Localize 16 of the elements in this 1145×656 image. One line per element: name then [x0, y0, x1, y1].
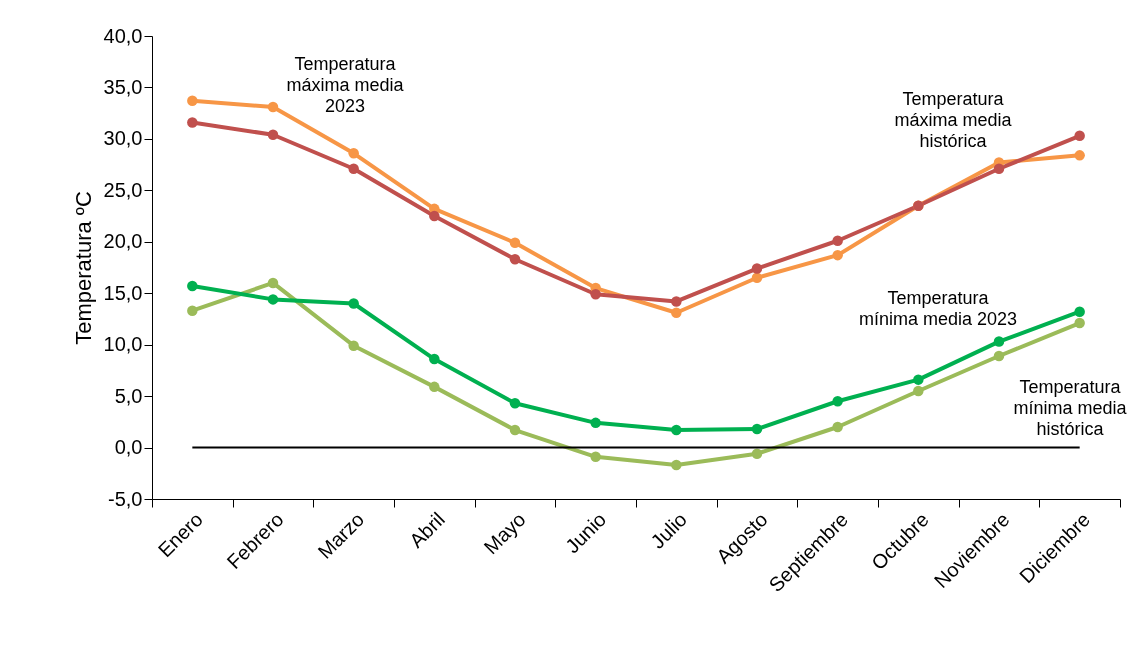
annotation: Temperatura máxima media 2023 — [286, 54, 405, 116]
y-tick-label: 35,0 — [103, 75, 143, 98]
y-tick-label: -5,0 — [108, 487, 143, 510]
y-tick-label: 5,0 — [114, 384, 143, 407]
y-tick-label: 15,0 — [103, 281, 143, 304]
y-tick-label: 0,0 — [114, 436, 143, 459]
y-tick-label: 10,0 — [103, 333, 143, 356]
annotation: Temperatura máxima media histórica — [894, 89, 1013, 151]
annotation: Temperatura mínima media histórica — [1013, 377, 1128, 439]
x-tick-label: Julio — [646, 508, 691, 553]
y-tick-label: 40,0 — [103, 24, 143, 47]
y-axis-title: Temperatura ºC — [70, 191, 96, 345]
y-tick-label: 20,0 — [103, 230, 143, 253]
y-tick-label: 25,0 — [103, 178, 143, 201]
y-tick-label: 30,0 — [103, 127, 143, 150]
annotation: Temperatura mínima media 2023 — [858, 288, 1018, 329]
